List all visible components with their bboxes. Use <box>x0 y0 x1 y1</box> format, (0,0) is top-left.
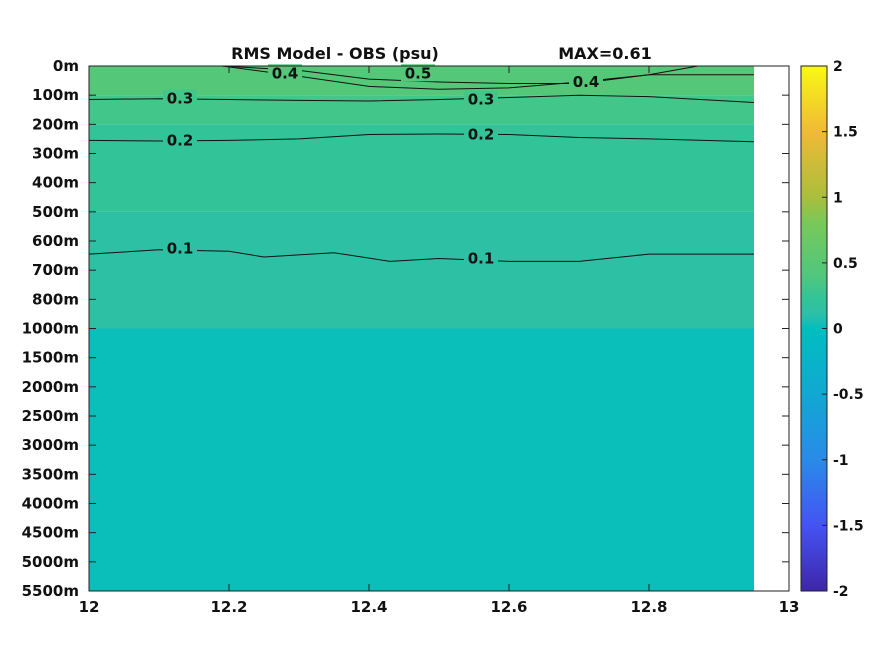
contour-label-3: 0.3 <box>167 90 194 108</box>
y-tick-label-2: 200m <box>32 115 79 133</box>
y-tick-label-3: 300m <box>32 145 79 163</box>
contour-label-bg-0 <box>268 64 302 82</box>
contour-label-0: 0.4 <box>272 64 299 82</box>
y-tick-label-5: 500m <box>32 203 79 221</box>
colorbar-tick-label-7: -1.5 <box>833 518 864 534</box>
contour-label-6: 0.2 <box>468 126 495 144</box>
y-tick-label-7: 700m <box>32 261 79 279</box>
y-tick-label-0: 0m <box>53 57 79 75</box>
y-tick-label-18: 5500m <box>22 582 79 600</box>
contour-label-bg-7 <box>163 239 197 257</box>
y-tick-label-4: 400m <box>32 174 79 192</box>
colorbar-tick-label-6: -1 <box>833 453 849 469</box>
contour-label-bg-4 <box>464 90 498 108</box>
heatmap-band-3 <box>89 211 754 329</box>
y-tick-label-6: 600m <box>32 232 79 250</box>
heatmap-band-4 <box>89 328 754 591</box>
heatmap-bands <box>89 66 754 591</box>
contour-label-8: 0.1 <box>468 250 495 268</box>
x-tick-label-0: 12 <box>79 598 100 616</box>
y-tick-label-1: 100m <box>32 86 79 104</box>
contour-label-5: 0.2 <box>167 131 194 149</box>
contour-line-0.4 <box>221 65 754 90</box>
chart-title: RMS Model - OBS (psu) <box>231 44 439 63</box>
plot-area: 0.4 0.5 0.40.3 0.30.2 0.20.10.1 12 12.2 12.4 12… <box>22 57 800 616</box>
y-tick-label-9: 1000m <box>22 320 79 338</box>
contour-label-bg-8 <box>464 249 498 267</box>
contour-label-2: 0.4 <box>573 73 600 91</box>
y-tick-label-10: 1500m <box>22 349 79 367</box>
y-tick-label-11: 2000m <box>22 378 79 396</box>
y-tick-label-8: 800m <box>32 290 79 308</box>
y-tick-label-14: 3500m <box>22 465 79 483</box>
contour-labels: 0.4 0.5 0.4 0.3 0.3 0.2 0.2 0.1 0.1 <box>163 64 603 268</box>
colorbar-tick-label-4: 0 <box>833 322 843 338</box>
colorbar-tick-label-2: 1 <box>833 190 843 206</box>
x-tick-label-5: 13 <box>779 598 800 616</box>
colorbar-tick-label-1: 1.5 <box>833 125 858 141</box>
contour-line-0.1 <box>88 249 754 262</box>
contour-label-1: 0.5 <box>405 64 432 82</box>
y-tick-label-12: 2500m <box>22 407 79 425</box>
contour-label-4: 0.3 <box>468 91 495 109</box>
colorbar-tick-label-0: 2 <box>833 59 843 75</box>
colorbar: 2 1.5 1 0.5 0 -0.5 -1 -1.5 -2 <box>800 59 864 600</box>
x-tick-label-2: 12.4 <box>350 598 387 616</box>
x-tick-label-4: 12.8 <box>630 598 667 616</box>
y-tick-label-13: 3000m <box>22 436 79 454</box>
colorbar-ticks: 2 1.5 1 0.5 0 -0.5 -1 -1.5 -2 <box>822 59 864 600</box>
max-value-label: MAX=0.61 <box>558 44 652 63</box>
y-axis-ticks: 0m 100m 200m 300m 400m 500m 600m 700m 800m 1000m 1… <box>22 57 789 600</box>
contour-label-bg-1 <box>401 64 435 82</box>
x-tick-label-3: 12.6 <box>490 598 527 616</box>
contour-label-bg-6 <box>464 125 498 143</box>
contour-label-7: 0.1 <box>167 239 194 257</box>
y-tick-label-15: 4000m <box>22 495 79 513</box>
colorbar-tick-label-5: -0.5 <box>833 387 864 403</box>
contour-label-bg-3 <box>163 89 197 107</box>
colorbar-tick-label-8: -2 <box>833 584 849 600</box>
colorbar-tick-label-3: 0.5 <box>833 256 858 272</box>
contour-label-bg-2 <box>569 73 603 91</box>
contour-label-bg-5 <box>163 131 197 149</box>
y-tick-label-16: 4500m <box>22 524 79 542</box>
y-tick-label-17: 5000m <box>22 553 79 571</box>
x-axis-ticks: 12 12.2 12.4 12.6 12.8 13 <box>79 66 800 616</box>
x-tick-label-1: 12.2 <box>210 598 247 616</box>
